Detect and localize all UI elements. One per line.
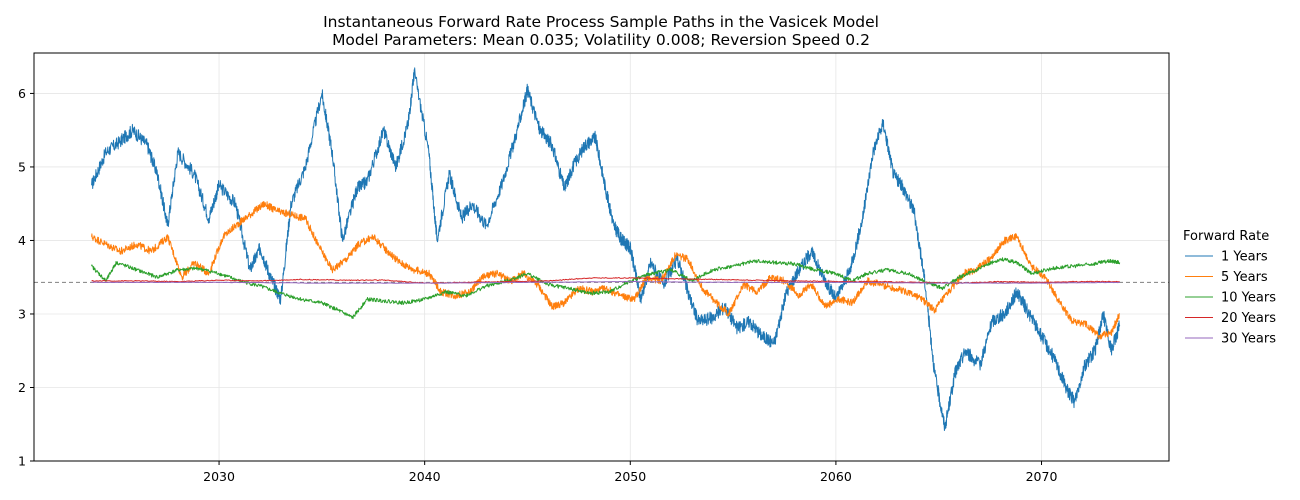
y-tick-label: 3 bbox=[18, 306, 26, 321]
x-tick-label: 2060 bbox=[820, 469, 852, 484]
chart-title: Instantaneous Forward Rate Process Sampl… bbox=[323, 13, 879, 31]
x-tick-label: 2040 bbox=[409, 469, 441, 484]
x-tick-label: 2030 bbox=[203, 469, 235, 484]
y-tick-label: 5 bbox=[18, 159, 26, 174]
y-tick-label: 1 bbox=[18, 454, 26, 469]
plot-frame bbox=[33, 52, 1170, 462]
y-axis-ticks: 1 2 3 4 5 6 bbox=[18, 86, 34, 469]
series-group bbox=[91, 67, 1121, 431]
series-line-5-years bbox=[91, 201, 1120, 340]
legend-label: 10 Years bbox=[1221, 291, 1276, 306]
x-tick-label: 2050 bbox=[614, 469, 646, 484]
series-line-1-years bbox=[91, 67, 1121, 431]
series-line-30-years bbox=[91, 280, 1120, 284]
series-line-10-years bbox=[91, 257, 1121, 319]
y-tick-label: 6 bbox=[18, 86, 26, 101]
legend-title: Forward Rate bbox=[1183, 229, 1269, 244]
legend-label: 1 Years bbox=[1221, 250, 1268, 265]
legend-label: 5 Years bbox=[1221, 270, 1268, 285]
x-axis-ticks: 2030 2040 2050 2060 2070 bbox=[203, 461, 1057, 484]
grid-lines bbox=[34, 53, 1169, 462]
legend: Forward Rate 1 Years 5 Years 10 Years 20 Ye… bbox=[1183, 229, 1276, 347]
y-tick-label: 4 bbox=[18, 233, 26, 248]
y-tick-label: 2 bbox=[18, 380, 26, 395]
x-tick-label: 2070 bbox=[1026, 469, 1058, 484]
legend-label: 20 Years bbox=[1221, 311, 1276, 326]
chart-subtitle: Model Parameters: Mean 0.035; Volatility… bbox=[332, 31, 870, 49]
legend-label: 30 Years bbox=[1221, 332, 1276, 347]
